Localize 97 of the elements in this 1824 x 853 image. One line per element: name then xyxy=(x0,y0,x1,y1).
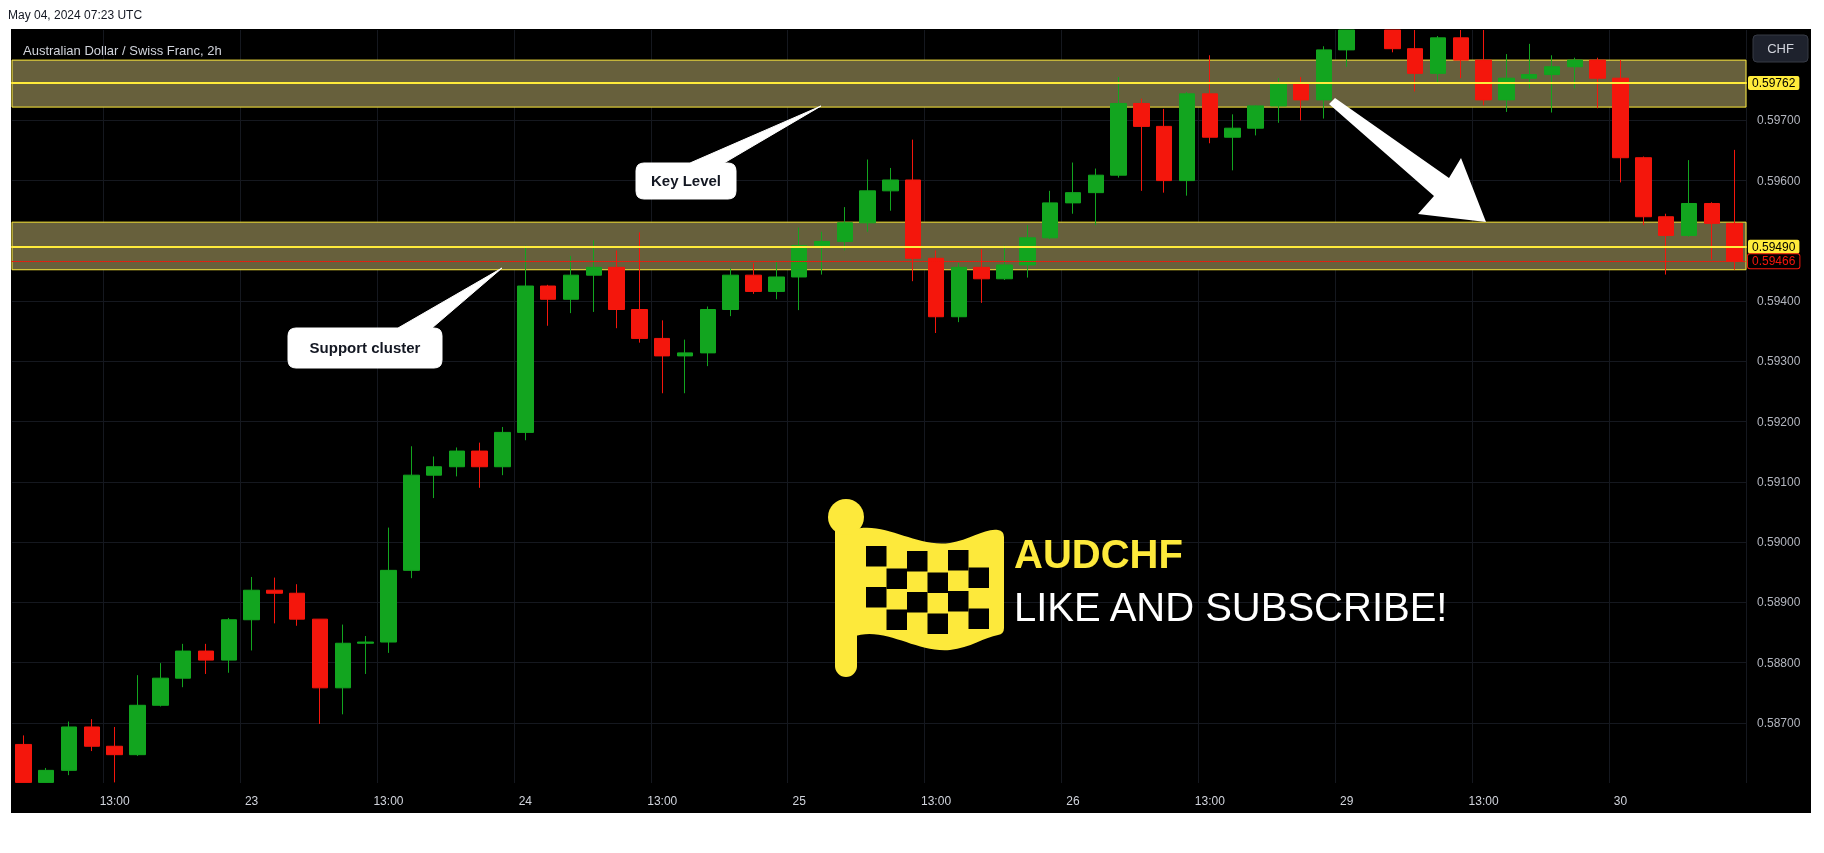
candlestick xyxy=(1065,162,1081,215)
candlestick xyxy=(129,674,146,757)
candlestick xyxy=(471,442,488,489)
ref-line-label: 0.59466 xyxy=(1752,254,1796,269)
candlestick xyxy=(951,262,967,323)
x-tick-label: 13:00 xyxy=(1194,794,1226,808)
candlestick xyxy=(243,576,260,651)
y-tick-label: 0.59700 xyxy=(1757,113,1801,128)
x-tick-label: 26 xyxy=(1066,794,1080,808)
candlestick xyxy=(335,624,351,715)
y-tick-label: 0.58900 xyxy=(1757,595,1801,610)
annotation: AUDCHF xyxy=(1014,532,1183,576)
candlestick xyxy=(1453,29,1469,79)
candlestick xyxy=(449,446,465,477)
candlestick xyxy=(1681,159,1697,238)
x-tick-label: 25 xyxy=(792,794,807,808)
y-tick-label: 0.59100 xyxy=(1757,474,1801,489)
ref-line-label: 0.59762 xyxy=(1752,76,1796,91)
x-tick-label: 13:00 xyxy=(647,794,678,808)
y-tick-label: 0.59300 xyxy=(1757,354,1801,369)
candlestick xyxy=(1156,108,1172,194)
x-tick-label: 13:00 xyxy=(373,794,404,808)
candlestick xyxy=(426,456,442,499)
candlestick xyxy=(1475,29,1492,106)
x-tick-label: 13:00 xyxy=(921,794,952,808)
candlestick xyxy=(1338,29,1355,68)
candlestick xyxy=(1498,53,1515,113)
x-tick-label: 24 xyxy=(518,794,533,808)
y-tick-label: 0.58700 xyxy=(1757,715,1801,730)
candlestick xyxy=(882,167,899,212)
candlestick xyxy=(266,577,283,624)
candlestick xyxy=(357,635,374,675)
annotation: Support cluster xyxy=(309,339,421,356)
candlestick xyxy=(1224,113,1241,171)
candlestick xyxy=(106,726,123,783)
candlestick xyxy=(859,159,876,233)
candlestick xyxy=(312,618,328,725)
candlestick xyxy=(722,268,739,317)
candlestick xyxy=(996,245,1013,281)
candlestick xyxy=(1407,29,1423,92)
candlestick xyxy=(1179,91,1195,197)
candlestick xyxy=(654,319,670,394)
candlestick xyxy=(768,260,785,300)
y-tick-label: 0.59000 xyxy=(1757,535,1801,550)
y-tick-label: 0.59200 xyxy=(1757,414,1801,429)
candlestick xyxy=(1316,45,1332,120)
candlestick xyxy=(494,426,511,476)
y-tick-label: 0.59600 xyxy=(1757,173,1801,188)
x-tick-label: 23 xyxy=(244,794,259,808)
ref-line-label: 0.59490 xyxy=(1752,239,1796,254)
candlestick xyxy=(700,306,716,367)
candlestick xyxy=(175,643,191,688)
candlestick xyxy=(1567,57,1583,89)
candlestick xyxy=(1384,29,1401,53)
annotation: Key Level xyxy=(650,172,722,189)
candlestick xyxy=(1612,59,1629,183)
text: May 04, 2024 07:23 UTC xyxy=(8,8,143,22)
y-axis-title: CHF xyxy=(1767,41,1794,56)
candlestick xyxy=(1635,156,1652,226)
candlestick xyxy=(38,767,54,783)
candlestick xyxy=(540,284,556,327)
candlestick xyxy=(586,239,602,313)
candlestick xyxy=(563,255,579,314)
candlestick xyxy=(289,583,305,627)
y-tick-label: 0.58800 xyxy=(1757,655,1801,670)
candlestick xyxy=(517,245,534,441)
candlestick xyxy=(221,617,237,674)
candlestick xyxy=(1544,54,1560,114)
candlestick xyxy=(1042,190,1058,240)
candlestick xyxy=(15,734,32,783)
candlestick xyxy=(1521,43,1537,89)
x-tick-label: 13:00 xyxy=(99,794,131,808)
candlestick xyxy=(152,662,169,707)
candlestick xyxy=(1110,76,1127,179)
x-tick-label: 29 xyxy=(1340,794,1354,808)
candlestick xyxy=(1430,35,1446,85)
candlestick xyxy=(84,718,100,752)
candlestick xyxy=(403,445,420,579)
x-tick-label: 30 xyxy=(1613,794,1628,808)
candlestick xyxy=(61,721,77,776)
text: Australian Dollar / Swiss Franc, 2h xyxy=(23,43,222,58)
candlestick xyxy=(198,643,214,675)
candlestick xyxy=(380,527,397,654)
candlestick xyxy=(1088,168,1104,226)
candlestick xyxy=(1270,77,1287,124)
candlestick xyxy=(677,339,693,394)
candlestick xyxy=(1202,54,1218,144)
y-tick-label: 0.59400 xyxy=(1757,294,1801,309)
candlestick xyxy=(1133,98,1150,192)
annotation: LIKE AND SUBSCRIBE! xyxy=(1014,585,1448,629)
candlestick xyxy=(1589,57,1606,109)
candlestick xyxy=(791,227,807,311)
candlestick xyxy=(814,231,830,276)
candlestick xyxy=(837,206,853,251)
candlestick xyxy=(1247,104,1264,136)
candlestick xyxy=(1293,76,1309,121)
x-tick-label: 13:00 xyxy=(1468,794,1499,808)
